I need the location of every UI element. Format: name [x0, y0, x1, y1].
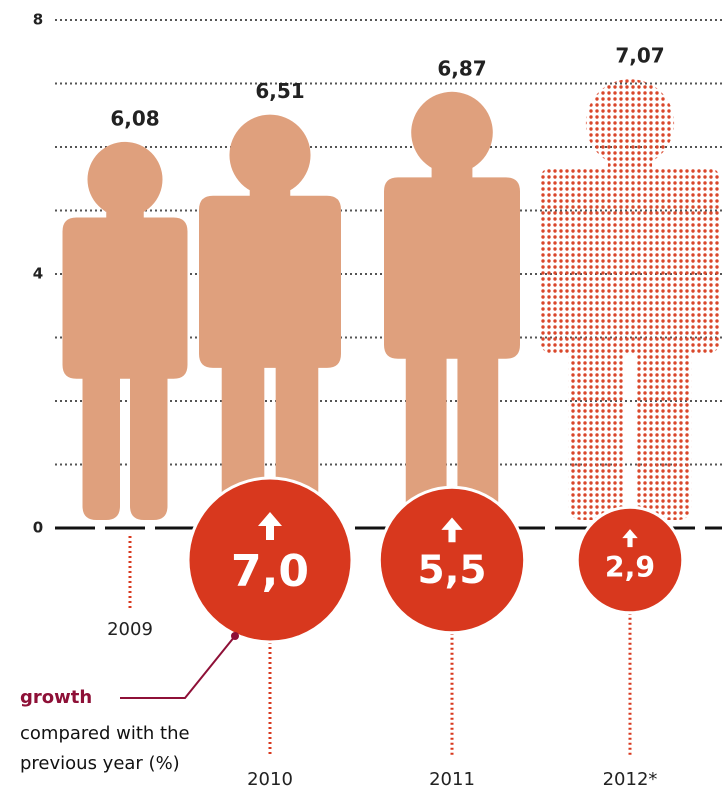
growth-label: 5,5: [417, 548, 486, 593]
annotation-title: growth: [20, 687, 92, 708]
person-bar: [62, 141, 188, 520]
person-bar: [540, 79, 720, 521]
value-label: 6,51: [255, 79, 304, 103]
annotation-text: previous year (%): [20, 753, 180, 774]
value-label: 7,07: [615, 44, 664, 68]
annotation-dot: [231, 632, 239, 640]
growth-label: 2,9: [605, 551, 655, 584]
growth-arrow: [441, 517, 463, 543]
annotation-text: compared with the: [20, 723, 190, 744]
annotation-line: [120, 635, 236, 699]
x-tick-label: 2012*: [603, 769, 658, 790]
value-label: 6,87: [437, 56, 486, 80]
person-bar: [199, 114, 341, 521]
y-tick-label: 4: [33, 265, 43, 283]
growth-circle: [186, 476, 354, 644]
y-tick-label: 0: [33, 519, 43, 537]
person-bar: [384, 91, 520, 520]
growth-label: 7,0: [231, 546, 309, 597]
growth-arrow: [257, 511, 283, 540]
value-label: 6,08: [110, 106, 159, 130]
growth-circle: [377, 485, 527, 635]
y-tick-label: 8: [33, 11, 43, 29]
x-tick-label: 2010: [247, 769, 293, 790]
growth-circle: [575, 505, 685, 615]
x-tick-label: 2011: [429, 769, 475, 790]
x-tick-label: 2009: [107, 619, 153, 640]
growth-arrow: [622, 529, 638, 548]
